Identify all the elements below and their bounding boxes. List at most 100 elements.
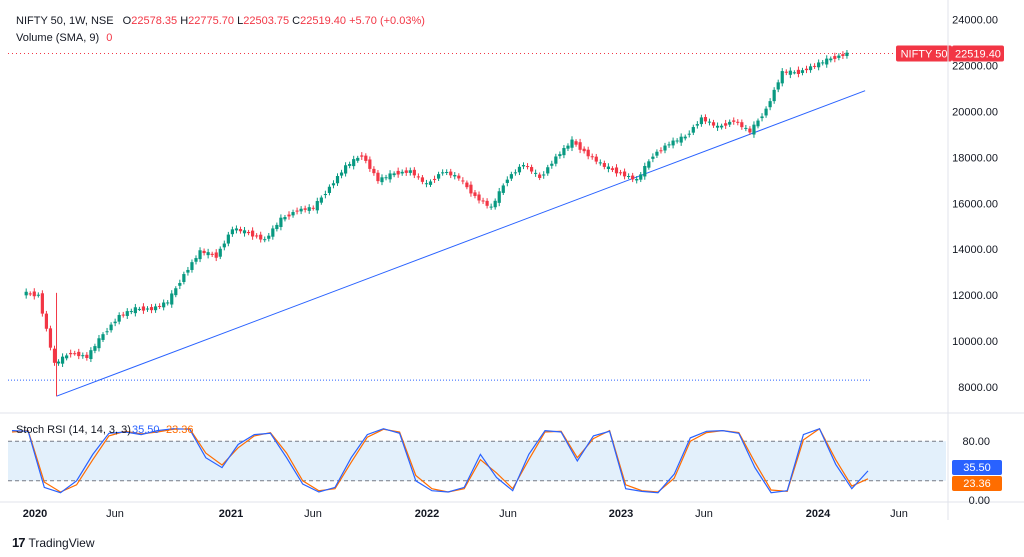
candle-body	[28, 293, 32, 295]
time-tick-label: Jun	[499, 508, 517, 520]
candle-body	[590, 156, 594, 158]
candle-body	[756, 120, 760, 127]
candle-body	[360, 155, 364, 157]
candle-body	[687, 133, 691, 135]
candle-body	[837, 55, 841, 58]
candle-body	[190, 262, 194, 270]
candle-body	[255, 235, 259, 237]
candle-body	[441, 172, 445, 174]
candle-body	[109, 324, 113, 331]
candle-body	[675, 140, 679, 142]
volume-legend: Volume (SMA, 9) 0	[16, 31, 112, 45]
candle-body	[724, 123, 728, 126]
candle-body	[158, 305, 162, 307]
candle-body	[586, 149, 590, 157]
candle-body	[711, 122, 716, 126]
open-value: 22578.35	[131, 15, 178, 27]
candle-body	[246, 231, 251, 234]
candle-body	[392, 173, 396, 176]
candle-body	[368, 159, 372, 169]
candle-body	[376, 172, 380, 182]
candle-body	[606, 166, 611, 169]
price-tick-label: 14000.00	[952, 244, 998, 256]
candle-body	[380, 177, 384, 183]
stoch-k-line	[11, 427, 869, 494]
candle-body	[210, 253, 214, 255]
candle-body	[825, 58, 829, 65]
candle-body	[469, 184, 473, 194]
price-tick-label: 20000.00	[952, 106, 998, 118]
candle-body	[117, 314, 121, 322]
price-tick-label: 8000.00	[958, 382, 998, 394]
tradingview-logo[interactable]: 17 TradingView	[12, 535, 95, 550]
candle-body	[384, 177, 388, 179]
price-tick-label: 16000.00	[952, 198, 998, 210]
candle-body	[271, 228, 275, 237]
candle-body	[671, 140, 675, 146]
candle-body	[489, 206, 493, 208]
candle-body	[760, 116, 764, 119]
candle-body	[32, 291, 36, 297]
candle-body	[667, 144, 671, 146]
low-value: 22503.75	[243, 15, 290, 27]
candle-body	[364, 155, 368, 161]
candle-body	[720, 125, 724, 128]
candle-body	[311, 207, 315, 209]
candle-body	[299, 208, 303, 212]
candle-body	[477, 194, 481, 201]
candle-body	[230, 229, 234, 235]
candle-body	[141, 306, 146, 311]
candle-body	[356, 157, 360, 161]
candle-body	[198, 250, 202, 260]
candle-body	[627, 176, 631, 178]
candle-body	[436, 174, 441, 179]
candle-body	[263, 239, 267, 241]
candle-body	[618, 172, 623, 174]
candle-body	[817, 62, 821, 68]
candle-body	[833, 56, 837, 59]
candle-body	[89, 350, 93, 360]
candle-body	[194, 258, 198, 262]
candle-body	[287, 214, 291, 217]
candle-body	[772, 89, 776, 102]
candle-body	[562, 148, 566, 156]
candle-body	[631, 175, 635, 180]
candle-body	[744, 127, 748, 129]
candle-body	[445, 171, 449, 173]
candle-body	[44, 313, 49, 329]
candle-body	[728, 121, 732, 125]
candle-body	[764, 108, 768, 116]
candle-body	[113, 321, 117, 324]
symbol-label: NIFTY 50, 1W, NSE	[16, 15, 114, 27]
candle-body	[348, 164, 352, 166]
close-key: C	[292, 15, 301, 27]
tradingview-mark-icon: 17	[12, 535, 26, 550]
candle-body	[315, 201, 319, 211]
candle-body	[695, 124, 699, 126]
price-tag-name-bg	[896, 45, 952, 62]
price-tick-label: 12000.00	[952, 290, 998, 302]
candle-body	[206, 252, 210, 256]
candle-body	[238, 229, 243, 232]
time-tick-label: Jun	[304, 508, 322, 520]
candle-body	[24, 291, 28, 296]
candle-body	[796, 69, 801, 74]
candle-body	[404, 170, 408, 173]
candle-body	[505, 179, 509, 183]
candle-body	[36, 294, 40, 296]
candle-body	[525, 166, 530, 168]
candle-body	[125, 311, 129, 316]
candle-body	[635, 179, 639, 181]
candle-body	[267, 235, 271, 239]
stoch-rsi-label: Stoch RSI (14, 14, 3, 3)	[16, 424, 131, 436]
candle-body	[752, 124, 756, 135]
candle-body	[218, 248, 222, 257]
candle-body	[339, 172, 344, 176]
candle-body	[610, 168, 615, 170]
price-tag-name: NIFTY 50	[901, 49, 948, 61]
candle-body	[651, 156, 655, 159]
candle-body	[56, 361, 61, 364]
candle-body	[566, 145, 570, 149]
stoch-d-value: 23.36	[166, 424, 194, 436]
